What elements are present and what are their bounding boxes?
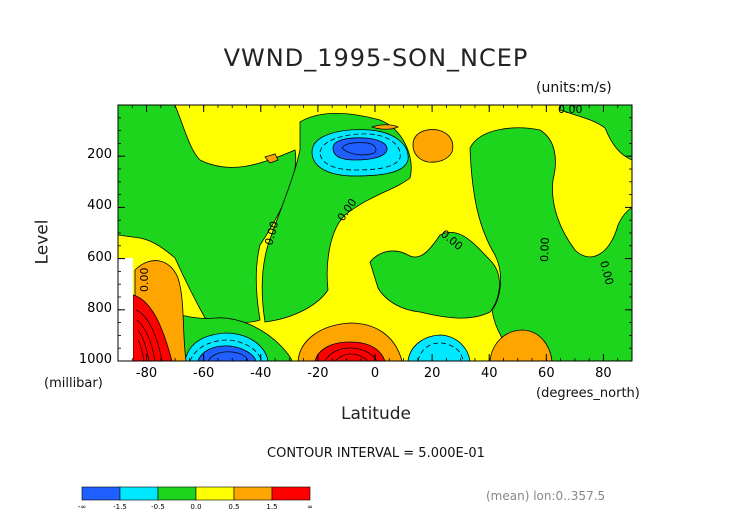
- legend-swatch: [119, 486, 159, 501]
- red-region-eq-surface: [314, 341, 386, 361]
- x-tick-label: 60: [538, 366, 555, 381]
- dashed-eq-surface: [417, 342, 464, 361]
- negative-region-tropics-lower: [369, 231, 500, 319]
- legend-tick-label: -∞: [77, 503, 87, 511]
- contour-interval-label: CONTOUR INTERVAL = 5.000E-01: [267, 446, 485, 461]
- x-tick-label: 80: [595, 366, 612, 381]
- legend-swatch: [233, 486, 273, 501]
- x-axis-label: Latitude: [341, 404, 411, 424]
- cyan-region-eq-surface: [407, 334, 471, 361]
- dashed-sh-surface: [189, 339, 263, 361]
- x-tick-label: 20: [423, 366, 441, 381]
- contour-eq-2: [334, 353, 369, 361]
- orange-region-nh-surface: [489, 329, 553, 361]
- dashed-jet: [319, 133, 401, 171]
- zero-label-5: 0.00: [597, 259, 616, 286]
- contour-polar-1: [135, 309, 163, 361]
- blue-region-sh-surface: [197, 345, 257, 361]
- orange-region-nh-upper: [412, 129, 454, 163]
- legend-swatch: [157, 486, 197, 501]
- dashed-contours: [189, 133, 464, 361]
- x-tick-label: -40: [250, 366, 272, 381]
- legend-tick-label: -1.5: [113, 503, 127, 511]
- negative-region-sh-polar: [118, 105, 297, 324]
- legend-bar: [81, 486, 311, 501]
- contour-sh-surface-inner: [207, 351, 249, 361]
- contour-polar-4: [137, 339, 145, 361]
- mean-note: (mean) lon:0..357.5: [486, 489, 606, 503]
- orange-region-thin-top: [370, 124, 399, 130]
- negative-region-nh-top: [559, 105, 632, 161]
- contour-polar-3: [137, 329, 150, 361]
- zero-label-4: 0.00: [538, 237, 552, 262]
- negative-region-nh-mid: [469, 127, 632, 361]
- contour-eq-1: [324, 347, 378, 361]
- inner-contours: [135, 142, 378, 361]
- contour-jet-inner: [341, 142, 377, 156]
- red-region-sh-polar: [132, 294, 173, 361]
- chart-title: VWND_1995-SON_NCEP: [223, 44, 529, 72]
- x-tick-label: -80: [135, 366, 158, 381]
- x-tick-label: -60: [193, 366, 215, 381]
- y-tick-label: 1000: [78, 352, 112, 367]
- legend-tick-label: 0.5: [228, 503, 240, 511]
- y-tick-label: 600: [87, 249, 112, 265]
- legend-tick-label: 1.5: [266, 503, 278, 511]
- legend-swatch: [81, 486, 121, 501]
- blue-region-upper-jet: [332, 137, 388, 161]
- y-unit-label: (millibar): [44, 376, 103, 391]
- major-ticks: [118, 105, 632, 362]
- plot-area: 0.00 0.00 0.00 0.00 0.00 0.00 0.00: [118, 103, 632, 361]
- legend-tick-label: ∞: [307, 503, 313, 511]
- missing-data-region: [118, 258, 133, 361]
- orange-region-small-upper: [264, 153, 279, 164]
- x-unit-label: (degrees_north): [536, 386, 640, 401]
- y-tick-label: 200: [87, 147, 112, 163]
- legend-tick-label: 0.0: [190, 503, 202, 511]
- units-label: (units:m/s): [536, 80, 612, 96]
- y-tick-label: 800: [87, 300, 112, 316]
- x-tick-label: 40: [480, 366, 498, 381]
- x-tick-label: 0: [370, 366, 380, 381]
- zero-label-1: 0.00: [262, 220, 281, 247]
- y-axis-label: Level: [32, 219, 53, 265]
- legend-swatch: [195, 486, 235, 501]
- contour-polar-2: [136, 319, 156, 361]
- zero-label-6: 0.00: [558, 103, 583, 116]
- x-tick-label: -20: [307, 366, 329, 381]
- zero-label-7: 0.00: [138, 268, 151, 293]
- legend-tick-label: -0.5: [151, 503, 165, 511]
- y-tick-label: 400: [87, 198, 112, 214]
- legend-swatch: [271, 486, 311, 501]
